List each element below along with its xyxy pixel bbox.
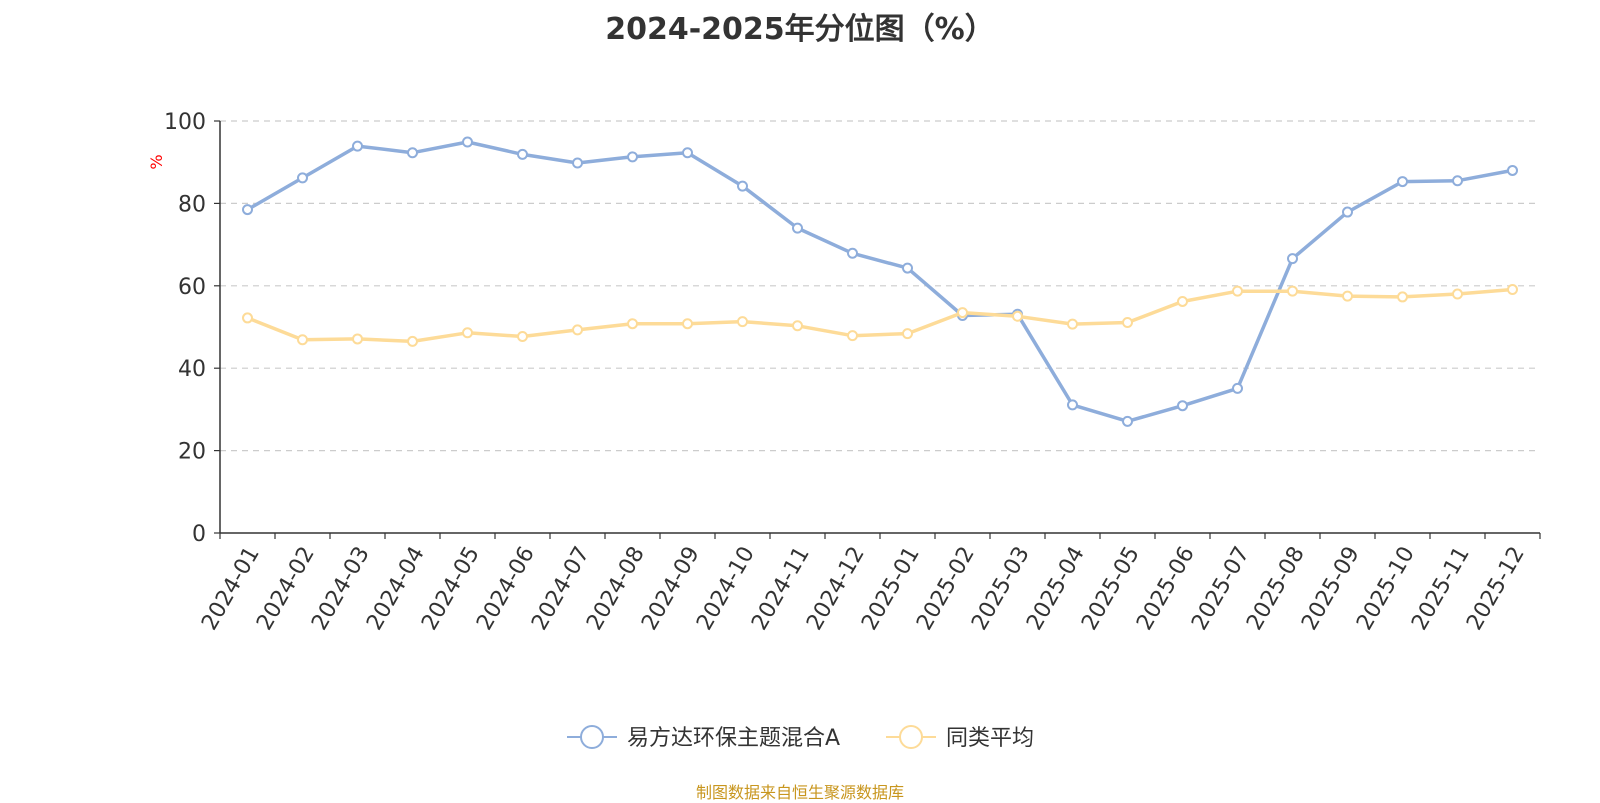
data-point[interactable] (957, 307, 968, 319)
legend-label: 同类平均 (946, 726, 1034, 751)
data-point[interactable] (792, 222, 803, 234)
data-point[interactable] (1452, 175, 1463, 187)
grid-lines (220, 120, 1540, 452)
data-point[interactable] (737, 316, 748, 328)
data-point[interactable] (627, 151, 638, 163)
series-line-1 (245, 140, 1515, 424)
data-point[interactable] (1067, 318, 1078, 330)
data-point[interactable] (682, 318, 693, 330)
data-point[interactable] (1232, 382, 1243, 394)
y-tick-label: 0 (192, 522, 206, 547)
data-point[interactable] (792, 320, 803, 332)
data-point[interactable] (352, 140, 363, 152)
legend-item-2[interactable]: 同类平均 (886, 725, 1034, 751)
y-tick-label: 40 (178, 357, 206, 382)
legend-marker (580, 725, 604, 749)
data-point[interactable] (627, 318, 638, 330)
data-point[interactable] (847, 330, 858, 342)
y-tick-label: 100 (164, 110, 206, 135)
legend-label: 易方达环保主题混合A (627, 726, 840, 751)
data-point[interactable] (242, 312, 253, 324)
data-point[interactable] (297, 172, 308, 184)
data-point[interactable] (1067, 399, 1078, 411)
data-point[interactable] (517, 148, 528, 160)
y-tick-label: 20 (178, 440, 206, 465)
legend: 易方达环保主题混合A 同类平均 (567, 725, 1034, 751)
data-point[interactable] (1342, 290, 1353, 302)
axes: 0204060801002024-012024-022024-032024-04… (164, 110, 1541, 635)
data-point[interactable] (1397, 176, 1408, 188)
data-point[interactable] (1507, 164, 1518, 176)
legend-item-1[interactable]: 易方达环保主题混合A (567, 725, 840, 751)
chart-title: 2024-2025年分位图（%） (605, 12, 995, 47)
y-axis-unit-label: % (147, 154, 166, 169)
data-point[interactable] (1177, 295, 1188, 307)
data-point[interactable] (407, 335, 418, 347)
legend-marker (899, 725, 923, 749)
y-tick-label: 60 (178, 275, 206, 300)
series-lines (242, 136, 1518, 427)
data-point[interactable] (737, 180, 748, 192)
data-point[interactable] (1122, 415, 1133, 427)
data-point[interactable] (517, 330, 528, 342)
data-point[interactable] (902, 262, 913, 274)
data-point[interactable] (1452, 288, 1463, 300)
y-tick-label: 80 (178, 192, 206, 217)
data-point[interactable] (242, 204, 253, 216)
data-point[interactable] (682, 147, 693, 159)
data-point[interactable] (352, 333, 363, 345)
series-line-2 (245, 287, 1515, 344)
data-point[interactable] (407, 147, 418, 159)
data-point[interactable] (902, 328, 913, 340)
data-point[interactable] (1287, 285, 1298, 297)
data-point[interactable] (572, 157, 583, 169)
data-point[interactable] (1397, 291, 1408, 303)
data-point[interactable] (1342, 206, 1353, 218)
data-point[interactable] (1012, 310, 1023, 322)
data-point[interactable] (1507, 284, 1518, 296)
data-point[interactable] (462, 327, 473, 339)
data-point[interactable] (1122, 316, 1133, 328)
data-point[interactable] (297, 334, 308, 346)
data-point[interactable] (1232, 285, 1243, 297)
data-point[interactable] (572, 324, 583, 336)
data-point[interactable] (847, 247, 858, 259)
data-point[interactable] (462, 136, 473, 148)
source-note: 制图数据来自恒生聚源数据库 (695, 783, 904, 802)
data-point[interactable] (1287, 253, 1298, 265)
data-point[interactable] (1177, 400, 1188, 412)
